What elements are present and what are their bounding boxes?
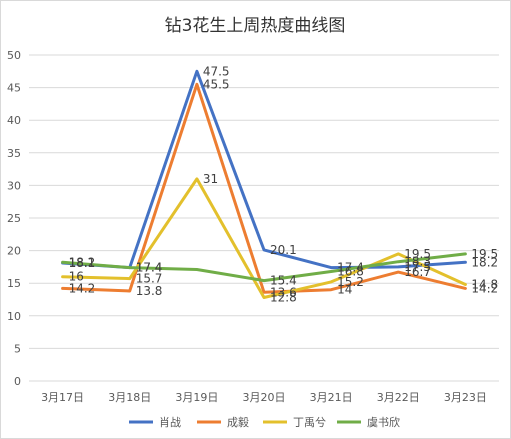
data-label: 14.2 bbox=[471, 281, 498, 295]
series-line bbox=[61, 252, 467, 283]
y-tick-label: 20 bbox=[7, 245, 21, 258]
y-tick-label: 15 bbox=[7, 277, 21, 290]
data-label: 17.4 bbox=[337, 261, 364, 275]
legend-label: 虞书欣 bbox=[367, 415, 400, 429]
data-label: 18.2 bbox=[69, 255, 96, 269]
data-label: 15.2 bbox=[337, 275, 364, 289]
data-label: 16.7 bbox=[404, 265, 431, 279]
x-tick-label: 3月22日 bbox=[377, 391, 420, 404]
y-tick-label: 5 bbox=[14, 342, 21, 355]
data-label: 17.4 bbox=[136, 261, 163, 275]
data-labels: 18.1 17.4 47.5 20.1 17.4 17.5 18.2 14.2 13.8 45.5… bbox=[69, 64, 499, 304]
legend: 肖战 成毅 丁禹兮 虞书欣 bbox=[129, 415, 400, 429]
x-tick-label: 3月23日 bbox=[444, 391, 487, 404]
x-tick-label: 3月21日 bbox=[310, 391, 353, 404]
data-label: 18.3 bbox=[404, 255, 431, 269]
y-tick-label: 30 bbox=[7, 179, 21, 192]
data-label: 17.5 bbox=[404, 260, 431, 274]
y-tick-label: 35 bbox=[7, 147, 21, 160]
x-tick-label: 3月19日 bbox=[175, 391, 218, 404]
data-label: 19.5 bbox=[471, 247, 498, 261]
x-tick-label: 3月18日 bbox=[108, 391, 151, 404]
series-line bbox=[61, 82, 467, 294]
data-label: 15.4 bbox=[270, 274, 297, 288]
data-label: 12.8 bbox=[270, 291, 297, 305]
data-label: 31 bbox=[203, 172, 218, 186]
y-tick-label: 40 bbox=[7, 114, 21, 127]
data-label: 47.5 bbox=[203, 64, 230, 78]
data-label: 14.2 bbox=[69, 281, 96, 295]
data-label: 19.5 bbox=[404, 247, 431, 261]
data-label: 16.8 bbox=[337, 264, 364, 278]
y-tick-label: 50 bbox=[7, 49, 21, 62]
x-tick-label: 3月17日 bbox=[41, 391, 84, 404]
series-line bbox=[61, 69, 467, 270]
y-tick-label: 10 bbox=[7, 310, 21, 323]
data-label: 18.2 bbox=[471, 255, 498, 269]
data-label: 20.1 bbox=[270, 243, 297, 257]
y-tick-label: 0 bbox=[14, 375, 21, 388]
legend-label: 丁禹兮 bbox=[293, 415, 326, 429]
data-label: 16 bbox=[69, 270, 84, 284]
legend-label: 肖战 bbox=[159, 415, 181, 429]
data-label: 13.8 bbox=[136, 284, 163, 298]
data-label: 14 bbox=[337, 283, 352, 297]
series-line bbox=[61, 177, 467, 299]
y-tick-label: 45 bbox=[7, 82, 21, 95]
chart-title: 钻3花生上周热度曲线图 bbox=[165, 16, 346, 36]
x-axis-tick-labels: 3月17日 3月18日 3月19日 3月20日 3月21日 3月22日 3月23日 bbox=[41, 391, 487, 404]
y-axis-tick-labels: 0 5 10 15 20 25 30 35 40 45 50 bbox=[7, 49, 21, 388]
gridlines bbox=[29, 54, 499, 382]
data-label: 17.4 bbox=[136, 261, 163, 275]
data-label: 13.6 bbox=[270, 285, 297, 299]
data-label: 14.8 bbox=[471, 278, 498, 292]
x-tick-label: 3月20日 bbox=[243, 391, 286, 404]
data-label: 45.5 bbox=[203, 77, 230, 91]
y-tick-label: 25 bbox=[7, 212, 21, 225]
data-label: 15.7 bbox=[136, 272, 163, 286]
legend-label: 成毅 bbox=[227, 415, 249, 429]
data-label: 18.1 bbox=[69, 256, 96, 270]
series-lines bbox=[61, 69, 467, 299]
